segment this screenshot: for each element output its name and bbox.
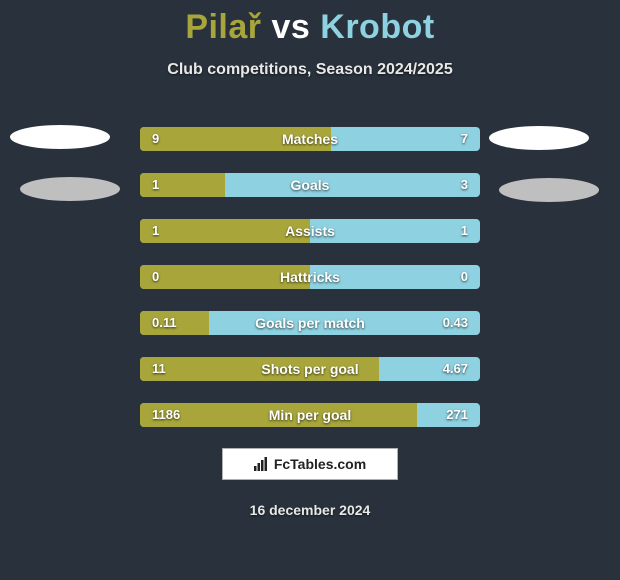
stat-label: Assists: [140, 219, 480, 243]
stat-value-right: 3: [461, 173, 468, 197]
portrait-ellipse: [20, 177, 120, 201]
stat-bar: 1Assists1: [140, 219, 480, 243]
stat-value-right: 0.43: [443, 311, 468, 335]
stat-bar: 11Shots per goal4.67: [140, 357, 480, 381]
stat-label: Goals: [140, 173, 480, 197]
stat-value-right: 1: [461, 219, 468, 243]
portrait-ellipse: [499, 178, 599, 202]
title-vs: vs: [271, 8, 310, 46]
stat-value-right: 0: [461, 265, 468, 289]
stat-label: Matches: [140, 127, 480, 151]
stat-bar: 9Matches7: [140, 127, 480, 151]
portrait-ellipse: [489, 126, 589, 150]
stat-label: Goals per match: [140, 311, 480, 335]
stat-value-right: 7: [461, 127, 468, 151]
page-title: Pilař vs Krobot: [0, 0, 620, 47]
stat-label: Min per goal: [140, 403, 480, 427]
stat-bar: 0.11Goals per match0.43: [140, 311, 480, 335]
stat-bar: 0Hattricks0: [140, 265, 480, 289]
source-logo: FcTables.com: [222, 448, 398, 480]
title-player1: Pilař: [185, 8, 261, 46]
comparison-bars: 9Matches71Goals31Assists10Hattricks00.11…: [140, 127, 480, 449]
stat-bar: 1186Min per goal271: [140, 403, 480, 427]
stat-label: Hattricks: [140, 265, 480, 289]
date-label: 16 december 2024: [0, 502, 620, 518]
subtitle: Club competitions, Season 2024/2025: [0, 61, 620, 79]
stat-value-right: 4.67: [443, 357, 468, 381]
title-player2: Krobot: [320, 8, 434, 46]
source-logo-text: FcTables.com: [274, 456, 366, 472]
portrait-ellipse: [10, 125, 110, 149]
stat-value-right: 271: [446, 403, 468, 427]
chart-icon: [254, 457, 270, 471]
stat-label: Shots per goal: [140, 357, 480, 381]
stat-bar: 1Goals3: [140, 173, 480, 197]
